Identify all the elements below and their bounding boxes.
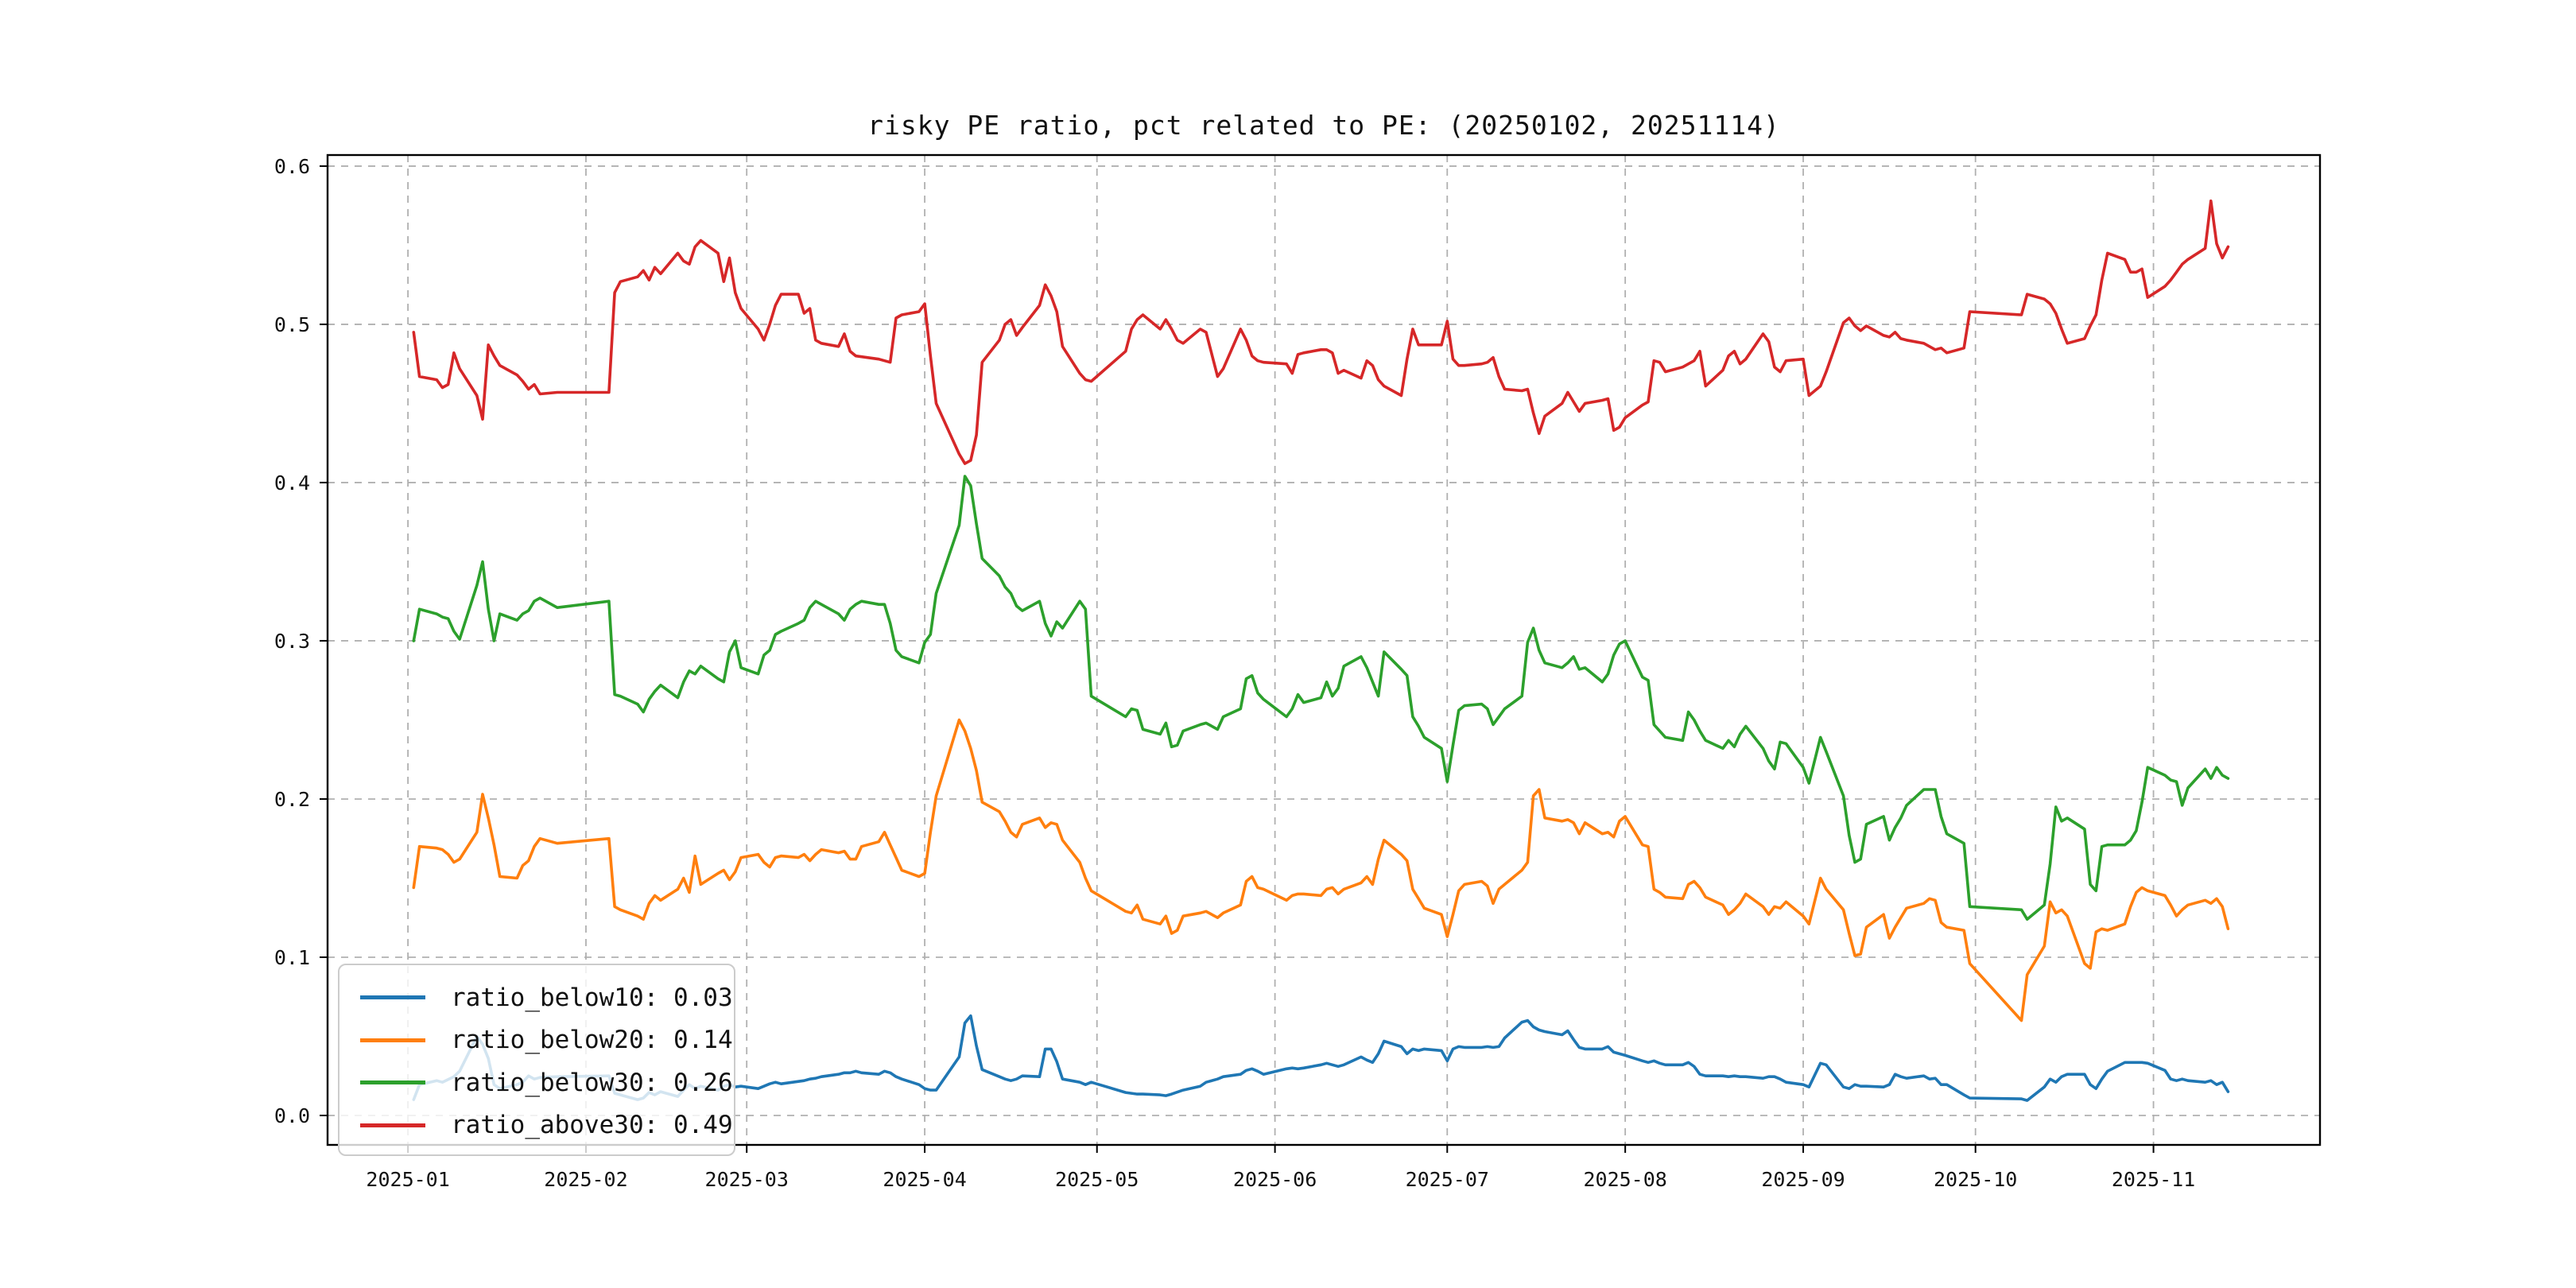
x-tick-label: 2025-02 [544, 1168, 627, 1191]
plot-border [326, 153, 2322, 1146]
series-line-ratio_below10 [412, 1014, 2230, 1102]
legend-line-swatch-green [360, 1080, 425, 1085]
legend-label: ratio_below20: 0.14 [451, 1026, 733, 1055]
legend-item-ratio-below20: ratio_below20: 0.14 [360, 1019, 733, 1061]
x-tick-label: 2025-05 [1055, 1168, 1139, 1191]
legend-line-swatch-red [360, 1123, 425, 1127]
series-line-ratio_below30 [412, 475, 2230, 921]
x-tick-label: 2025-11 [2112, 1168, 2195, 1191]
y-tick-label: 0.5 [274, 313, 310, 336]
x-tick-label: 2025-04 [883, 1168, 966, 1191]
x-tick-label: 2025-03 [705, 1168, 789, 1191]
x-tick-label: 2025-01 [366, 1168, 449, 1191]
y-tick-label: 0.1 [274, 946, 310, 969]
legend-box: ratio_below10: 0.03 ratio_below20: 0.14 … [338, 964, 735, 1156]
y-tick-label: 0.2 [274, 788, 310, 811]
x-tick-label: 2025-09 [1761, 1168, 1845, 1191]
y-tick-label: 0.6 [274, 155, 310, 178]
legend-item-ratio-above30: ratio_above30: 0.49 [360, 1104, 733, 1146]
legend-label: ratio_above30: 0.49 [451, 1111, 733, 1140]
x-tick-label: 2025-10 [1934, 1168, 2017, 1191]
legend-label: ratio_below10: 0.03 [451, 983, 733, 1012]
x-tick-label: 2025-08 [1583, 1168, 1666, 1191]
chart-title: risky PE ratio, pct related to PE: (2025… [867, 110, 1780, 141]
legend-item-ratio-below30: ratio_below30: 0.26 [360, 1062, 733, 1104]
legend-line-swatch-blue [360, 995, 425, 1000]
series-line-ratio_below20 [412, 718, 2230, 1022]
y-tick-label: 0.4 [274, 471, 310, 495]
y-tick-label: 0.3 [274, 630, 310, 653]
series-line-ratio_above30 [412, 199, 2230, 465]
legend-line-swatch-orange [360, 1038, 425, 1042]
y-tick-label: 0.0 [274, 1104, 310, 1127]
legend-item-ratio-below10: ratio_below10: 0.03 [360, 977, 733, 1018]
x-tick-label: 2025-07 [1406, 1168, 1489, 1191]
legend-label: ratio_below30: 0.26 [451, 1068, 733, 1097]
x-tick-label: 2025-06 [1233, 1168, 1317, 1191]
